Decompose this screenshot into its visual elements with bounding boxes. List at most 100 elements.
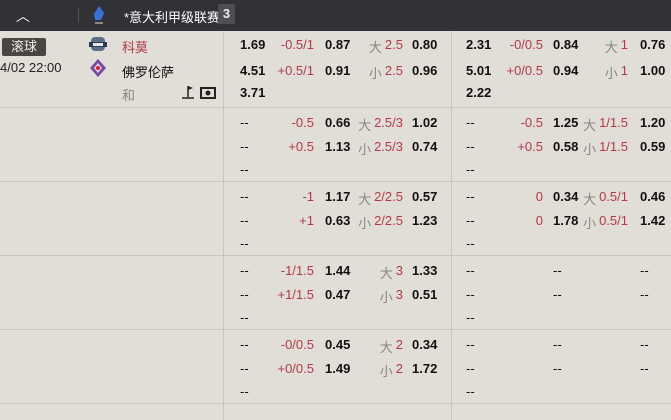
full-time-1x2-odds: -- [240,162,249,177]
live-status-badge: 滚球 [2,38,46,56]
half-time-handicap-line: 0 [535,189,543,204]
half-time-ou-line: 0.5/1 [599,189,628,204]
full-time-ou-odds[interactable]: 1.23 [412,213,438,228]
full-time-1x2-odds[interactable]: 3.71 [240,85,266,100]
half-time-handicap-odds[interactable]: 1.25 [553,115,579,130]
half-time-1x2-odds: -- [466,115,475,130]
home-team[interactable]: 科莫 [122,40,149,55]
full-time-1x2-odds: -- [240,236,249,251]
half-time-1x2-odds: -- [466,263,475,278]
half-time-ou-odds: -- [640,337,649,352]
half-time-1x2-odds: -- [466,213,475,228]
half-time-handicap-odds[interactable]: 1.78 [553,213,579,228]
full-time-ou-group: 小 2/2.5 [358,213,403,232]
full-time-ou-odds[interactable]: 1.33 [412,263,438,278]
full-time-handicap-line: +1 [299,213,314,228]
full-time-handicap-line: +1/1.5 [277,287,314,302]
full-time-handicap-odds[interactable]: 0.63 [325,213,351,228]
half-time-1x2-odds[interactable]: 2.31 [466,37,492,52]
half-time-1x2-odds[interactable]: 2.22 [466,85,492,100]
full-time-handicap-odds[interactable]: 1.13 [325,139,351,154]
half-time-handicap-line: -0/0.5 [509,37,543,52]
odds-section [0,330,671,404]
full-time-handicap-line: +0.5/1 [277,63,314,78]
full-time-handicap-odds[interactable]: 1.49 [325,361,351,376]
full-time-ou-line: 2.5/3 [374,115,403,130]
full-time-handicap-line: +0/0.5 [277,361,314,376]
half-time-ou-group: 大 0.5/1 [583,189,628,208]
full-time-1x2-odds[interactable]: 4.51 [240,63,266,78]
half-time-ou-odds[interactable]: 1.20 [640,115,666,130]
full-time-ou-group: 小 2.5/3 [358,139,403,158]
half-time-1x2-odds: -- [466,189,475,204]
full-time-ou-label: 小 [358,216,372,231]
half-time-ou-odds[interactable]: 1.00 [640,63,666,78]
half-time-handicap-odds[interactable]: 0.34 [553,189,579,204]
full-time-ou-line: 2 [395,337,403,352]
full-time-handicap-odds[interactable]: 0.45 [325,337,351,352]
half-time-ou-odds[interactable]: 0.76 [640,37,666,52]
full-time-ou-odds[interactable]: 0.80 [412,37,438,52]
half-time-handicap-odds[interactable]: 0.58 [553,139,579,154]
half-time-1x2-odds: -- [466,361,475,376]
full-time-handicap-odds[interactable]: 0.91 [325,63,351,78]
full-time-ou-line: 2/2.5 [374,213,403,228]
half-time-ou-label: 小 [583,142,597,157]
full-time-ou-odds[interactable]: 1.02 [412,115,438,130]
full-time-1x2-odds[interactable]: 1.69 [240,37,266,52]
full-time-ou-odds[interactable]: 0.51 [412,287,438,302]
full-time-ou-odds[interactable]: 1.72 [412,361,438,376]
half-time-ou-label: 小 [604,66,618,81]
half-time-ou-line: 1 [620,37,628,52]
divider [78,8,79,23]
full-time-handicap-odds[interactable]: 0.47 [325,287,351,302]
full-time-ou-label: 小 [379,364,393,379]
full-time-ou-label: 小 [379,290,393,305]
full-time-ou-odds[interactable]: 0.57 [412,189,438,204]
half-time-1x2-odds: -- [466,139,475,154]
league-header: ︿ *意大利甲级联赛 3 [0,0,671,31]
odds-section [0,108,671,182]
half-time-1x2-odds: -- [466,384,475,399]
half-time-ou-label: 大 [583,118,597,133]
full-time-ou-label: 小 [368,66,382,81]
draw-label: 和 [122,88,136,103]
live-video-icon[interactable] [200,87,216,99]
away-team[interactable]: 佛罗伦萨 [122,65,175,80]
full-time-ou-line: 2/2.5 [374,189,403,204]
full-time-handicap-odds[interactable]: 1.44 [325,263,351,278]
half-time-handicap-odds[interactable]: 0.84 [553,37,579,52]
full-time-ou-line: 2 [395,361,403,376]
full-time-ou-label: 大 [379,340,393,355]
odds-section [0,31,671,108]
full-time-ou-odds[interactable]: 0.96 [412,63,438,78]
full-time-1x2-odds: -- [240,263,249,278]
full-time-1x2-odds: -- [240,287,249,302]
full-time-handicap-odds[interactable]: 1.17 [325,189,351,204]
full-time-ou-label: 大 [368,40,382,55]
full-time-handicap-line: -0.5/1 [280,37,314,52]
half-time-ou-odds[interactable]: 0.46 [640,189,666,204]
full-time-handicap-line: -1/1.5 [280,263,314,278]
full-time-ou-odds[interactable]: 0.74 [412,139,438,154]
full-time-handicap-odds[interactable]: 0.87 [325,37,351,52]
full-time-handicap-odds[interactable]: 0.66 [325,115,351,130]
half-time-handicap-odds[interactable]: 0.94 [553,63,579,78]
full-time-ou-odds[interactable]: 0.34 [412,337,438,352]
half-time-ou-group: 小 0.5/1 [583,213,628,232]
corner-flag-icon[interactable] [181,85,195,100]
match-count-badge: 3 [218,4,235,24]
chevron-up-icon[interactable]: ︿ [16,8,30,24]
half-time-handicap-line: 0 [535,213,543,228]
half-time-1x2-odds[interactable]: 5.01 [466,63,492,78]
half-time-ou-odds[interactable]: 0.59 [640,139,666,154]
half-time-ou-odds[interactable]: 1.42 [640,213,666,228]
half-time-handicap-odds: -- [553,263,562,278]
league-name[interactable]: *意大利甲级联赛 [124,10,221,25]
full-time-ou-label: 大 [379,266,393,281]
serie-a-logo-icon [94,6,104,24]
half-time-1x2-odds: -- [466,287,475,302]
column-divider [451,31,452,420]
full-time-ou-line: 2.5 [384,37,403,52]
